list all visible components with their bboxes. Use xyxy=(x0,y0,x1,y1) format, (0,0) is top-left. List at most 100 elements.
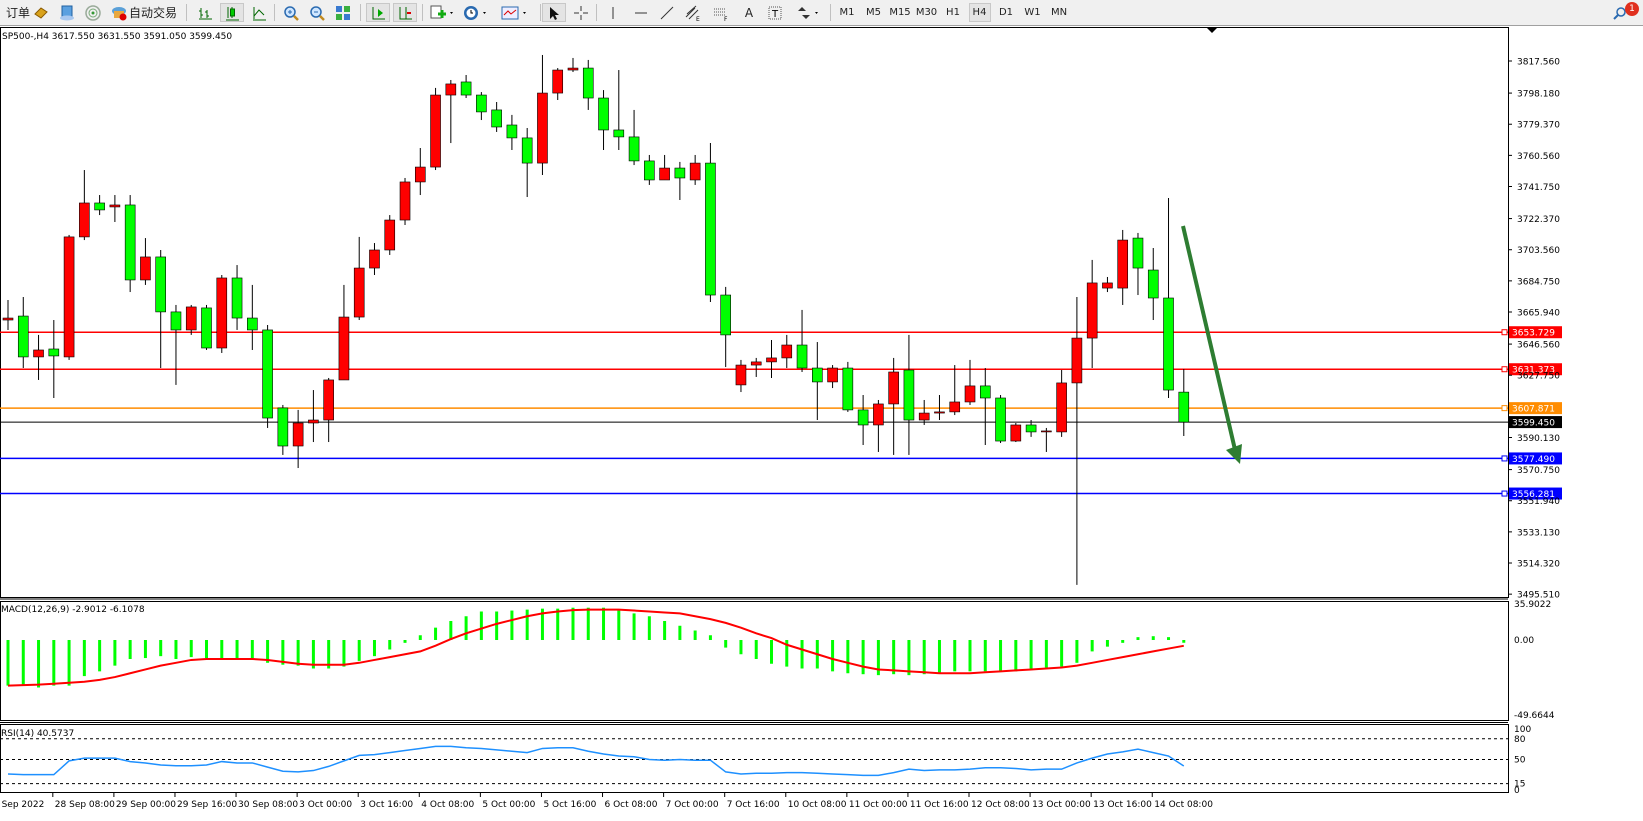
candle[interactable] xyxy=(292,409,304,469)
equidistant-channel-icon[interactable]: E xyxy=(682,3,704,22)
candle[interactable] xyxy=(644,154,655,185)
candle[interactable] xyxy=(1086,259,1098,369)
candle[interactable] xyxy=(1117,229,1129,305)
candle[interactable] xyxy=(399,177,411,225)
candle[interactable] xyxy=(1010,422,1022,443)
candle[interactable] xyxy=(659,154,670,181)
candle[interactable] xyxy=(1132,232,1144,296)
timeframe-w1[interactable]: W1 xyxy=(1024,7,1041,18)
timeframe-h4[interactable]: H4 xyxy=(968,3,991,22)
candle[interactable] xyxy=(414,148,426,196)
candle[interactable] xyxy=(369,243,380,275)
candle[interactable] xyxy=(476,92,487,121)
candle[interactable] xyxy=(766,340,777,378)
periods-dropdown[interactable] xyxy=(460,3,492,22)
candle[interactable] xyxy=(735,359,747,393)
candle[interactable] xyxy=(873,399,884,452)
candle[interactable] xyxy=(247,284,258,350)
line-chart-icon[interactable] xyxy=(248,3,270,22)
candle[interactable] xyxy=(1041,427,1052,452)
market-watch-icon[interactable] xyxy=(30,3,52,22)
candle[interactable] xyxy=(812,342,823,421)
level-handle[interactable] xyxy=(1501,329,1508,336)
chart-window[interactable]: SP500-,H4 3617.550 3631.550 3591.050 359… xyxy=(0,26,1643,821)
candle[interactable] xyxy=(445,79,457,144)
level-handle[interactable] xyxy=(1501,366,1508,373)
candle[interactable] xyxy=(491,101,502,132)
candle[interactable] xyxy=(689,154,701,185)
candle[interactable] xyxy=(750,357,762,377)
candle[interactable] xyxy=(94,195,105,216)
signal-icon[interactable] xyxy=(82,3,104,22)
arrows-dropdown[interactable] xyxy=(792,3,824,22)
tile-windows-icon[interactable] xyxy=(332,3,354,22)
timeframe-mn[interactable]: MN xyxy=(1050,7,1068,18)
candle[interactable] xyxy=(124,195,136,293)
candle[interactable] xyxy=(384,215,396,255)
fibonacci-icon[interactable]: F xyxy=(710,3,732,22)
horizontal-line-icon[interactable] xyxy=(630,3,652,22)
candle[interactable] xyxy=(277,404,289,455)
vertical-line-icon[interactable] xyxy=(602,3,624,22)
candle[interactable] xyxy=(140,238,151,285)
timeframe-d1[interactable]: D1 xyxy=(998,7,1014,18)
candle[interactable] xyxy=(903,334,915,455)
candle[interactable] xyxy=(1178,368,1190,436)
candle[interactable] xyxy=(109,195,121,223)
candle[interactable] xyxy=(720,286,731,368)
level-handle[interactable] xyxy=(1501,405,1508,412)
candle[interactable] xyxy=(582,59,594,110)
candle[interactable] xyxy=(155,249,166,369)
candle[interactable] xyxy=(628,109,640,166)
auto-trading-button[interactable]: 自动交易 xyxy=(108,3,180,22)
candle[interactable] xyxy=(705,143,716,302)
zoom-out-icon[interactable] xyxy=(306,3,328,22)
timeframe-m1[interactable]: M1 xyxy=(839,7,855,18)
candle[interactable] xyxy=(857,395,869,446)
candle[interactable] xyxy=(796,309,808,373)
candle[interactable] xyxy=(17,297,29,369)
level-handle[interactable] xyxy=(1501,455,1508,462)
candle[interactable] xyxy=(33,334,44,380)
candle[interactable] xyxy=(537,54,548,175)
candle[interactable] xyxy=(949,365,961,416)
indicators-dropdown[interactable] xyxy=(426,3,458,22)
shift-marker-icon[interactable] xyxy=(1207,28,1217,33)
candle[interactable] xyxy=(979,368,991,446)
candle[interactable] xyxy=(338,284,350,381)
candle[interactable] xyxy=(231,265,243,330)
candle[interactable] xyxy=(460,75,472,99)
timeframe-m5[interactable]: M5 xyxy=(866,7,881,18)
order-button[interactable]: 订单 xyxy=(0,3,30,22)
candle[interactable] xyxy=(506,114,518,150)
candle[interactable] xyxy=(1102,276,1113,293)
candle[interactable] xyxy=(521,127,533,198)
templates-dropdown[interactable] xyxy=(498,3,532,22)
timeframe-m15[interactable]: M15 xyxy=(889,7,911,18)
chart-shift-icon[interactable] xyxy=(393,3,417,22)
candle[interactable] xyxy=(1147,248,1159,321)
candle[interactable] xyxy=(185,304,197,335)
cursor-icon[interactable] xyxy=(542,3,566,22)
candle[interactable] xyxy=(1056,370,1067,437)
candlestick-chart-icon[interactable] xyxy=(220,3,244,22)
candle[interactable] xyxy=(613,70,625,150)
candle[interactable] xyxy=(430,87,441,171)
candle[interactable] xyxy=(63,234,75,360)
text-icon[interactable]: A xyxy=(744,5,754,20)
text-label-icon[interactable]: T xyxy=(764,3,786,22)
candle[interactable] xyxy=(552,68,564,101)
candle[interactable] xyxy=(48,320,60,398)
navigator-icon[interactable] xyxy=(56,3,78,22)
candle[interactable] xyxy=(567,57,579,73)
bar-chart-icon[interactable] xyxy=(194,3,216,22)
candle[interactable] xyxy=(1071,297,1083,585)
notification-badge[interactable]: 1 xyxy=(1625,2,1639,16)
candle[interactable] xyxy=(216,274,228,353)
level-handle[interactable] xyxy=(1501,490,1508,497)
candle[interactable] xyxy=(598,90,609,150)
candle[interactable] xyxy=(323,377,334,443)
candle[interactable] xyxy=(842,361,854,412)
zoom-in-icon[interactable] xyxy=(280,3,302,22)
candle[interactable] xyxy=(308,390,319,443)
